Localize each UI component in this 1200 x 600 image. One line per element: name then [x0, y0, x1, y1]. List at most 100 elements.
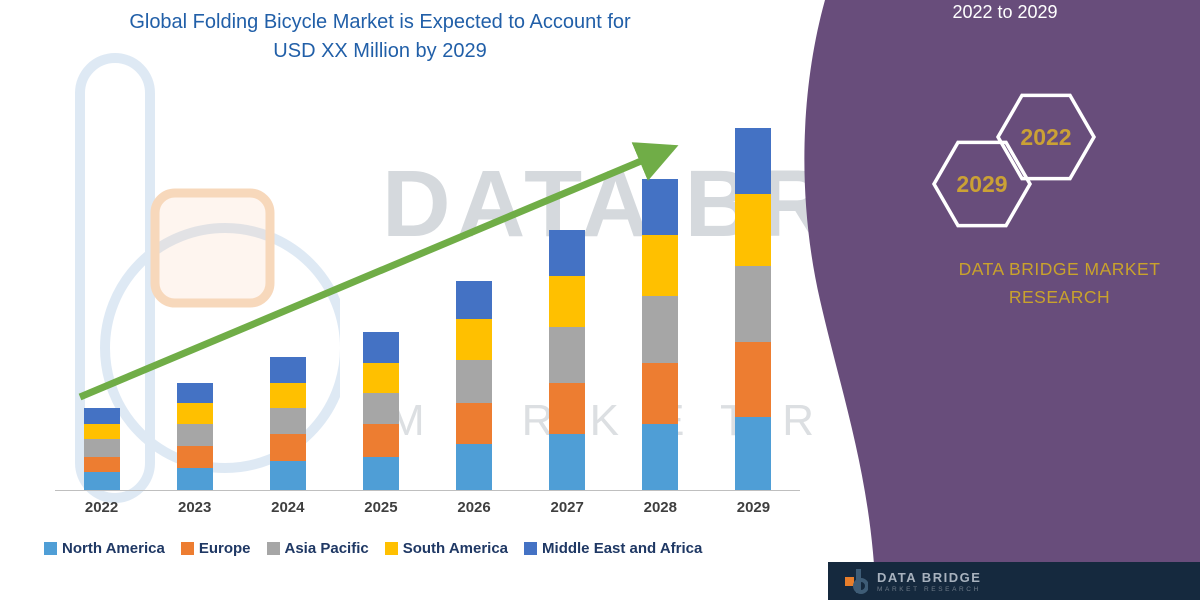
bar-segment-south-america: [549, 275, 586, 327]
bar-segment-europe: [83, 457, 120, 472]
x-tick-label-2023: 2023: [178, 499, 212, 516]
legend-swatch: [524, 542, 538, 555]
hexagon-2029: [931, 140, 1033, 228]
stacked-bar-plot: [55, 128, 800, 490]
bar-segment-asia-pacific: [269, 408, 306, 434]
bar-segment-middle-east-and-africa: [362, 332, 399, 363]
legend-item-north-america: North America: [44, 540, 165, 557]
bar-segment-asia-pacific: [642, 296, 679, 363]
bar-segment-asia-pacific: [549, 326, 586, 383]
bar-segment-middle-east-and-africa: [83, 408, 120, 424]
bar-segment-south-america: [362, 362, 399, 394]
footer-bar: DATA BRIDGE MARKET RESEARCH: [828, 562, 1200, 600]
bar-segment-europe: [549, 382, 586, 434]
bar-stack-2027: [549, 230, 586, 490]
chart-title-line2: USD XX Million by 2029: [273, 40, 487, 62]
bar-segment-south-america: [269, 382, 306, 409]
bar-segment-north-america: [642, 423, 679, 490]
footer-brand-name: DATA BRIDGE: [877, 569, 982, 585]
bar-segment-middle-east-and-africa: [642, 179, 679, 236]
hexagon-2022-label: 2022: [1020, 124, 1071, 150]
bar-column-2022: [55, 128, 148, 490]
bar-stack-2024: [269, 357, 306, 490]
brand-name-line2: RESEARCH: [1008, 287, 1111, 307]
footer-brand-block: DATA BRIDGE MARKET RESEARCH: [877, 570, 981, 593]
bar-segment-europe: [735, 342, 772, 417]
forecast-range-label: 2022 to 2029: [952, 2, 1058, 22]
legend-label: Europe: [198, 540, 251, 557]
x-tick-label-2029: 2029: [736, 499, 771, 516]
x-tick-label-2027: 2027: [550, 499, 584, 516]
legend-swatch: [384, 542, 398, 555]
bar-segment-europe: [642, 362, 679, 424]
bar-segment-south-america: [735, 194, 772, 266]
bar-segment-middle-east-and-africa: [269, 357, 306, 383]
legend-swatch: [44, 542, 57, 555]
x-axis-labels: 2022 2023 2024 2025 2026 2027 2028 2029: [55, 499, 800, 516]
bar-stack-2026: [456, 281, 493, 490]
x-tick-label-2025: 2025: [364, 499, 398, 516]
bar-stack-2025: [362, 332, 399, 490]
bar-segment-asia-pacific: [735, 265, 772, 343]
bar-segment-north-america: [83, 471, 120, 490]
x-tick-label-2022: 2022: [84, 499, 119, 516]
brand-name: DATA BRIDGE MARKET RESEARCH: [942, 255, 1177, 311]
bar-segment-europe: [362, 423, 399, 458]
legend-item-europe: Europe: [180, 540, 251, 557]
chart-legend: North America Europe Asia Pacific South Ame…: [44, 540, 702, 557]
x-axis-line: [55, 490, 800, 491]
bar-stack-2029: [735, 128, 772, 490]
legend-item-south-america: South America: [384, 540, 509, 557]
bar-column-2023: [148, 128, 241, 490]
x-tick-label-2028: 2028: [643, 499, 677, 516]
legend-label: North America: [62, 540, 165, 557]
bar-segment-europe: [269, 433, 306, 462]
bar-column-2028: [614, 128, 707, 490]
legend-item-middle-east-and-africa: Middle East and Africa: [524, 540, 702, 557]
chart-title: Global Folding Bicycle Market is Expecte…: [80, 8, 680, 66]
bar-segment-asia-pacific: [176, 423, 213, 447]
bar-segment-north-america: [549, 433, 586, 490]
legend-label: Middle East and Africa: [542, 540, 703, 557]
bar-segment-south-america: [456, 318, 493, 360]
legend-label: South America: [402, 540, 509, 557]
bar-segment-middle-east-and-africa: [549, 230, 586, 276]
bar-segment-south-america: [642, 235, 679, 297]
bar-segment-middle-east-and-africa: [176, 382, 213, 404]
legend-swatch: [180, 542, 194, 555]
x-tick-label-2024: 2024: [271, 499, 305, 516]
bar-segment-south-america: [176, 403, 213, 424]
footer-brand-sub: MARKET RESEARCH: [877, 585, 981, 593]
legend-swatch: [266, 542, 280, 555]
x-tick-label-2026: 2026: [457, 499, 491, 516]
bar-stack-2028: [642, 179, 679, 490]
bar-column-2026: [428, 128, 521, 490]
footer-logo-icon: [845, 569, 868, 594]
bar-stack-2022: [83, 408, 120, 490]
bar-segment-north-america: [362, 457, 399, 490]
bar-segment-middle-east-and-africa: [456, 281, 493, 319]
bar-column-2024: [241, 128, 334, 490]
bar-column-2027: [521, 128, 614, 490]
chart-title-line1: Global Folding Bicycle Market is Expecte…: [129, 11, 631, 33]
bar-segment-europe: [176, 446, 213, 468]
bar-segment-asia-pacific: [456, 359, 493, 404]
bar-segment-asia-pacific: [83, 439, 120, 458]
bar-segment-north-america: [176, 467, 213, 490]
bar-segment-north-america: [456, 444, 493, 490]
bar-segment-south-america: [83, 423, 120, 440]
bar-column-2029: [707, 128, 800, 490]
hexagon-2029-label: 2029: [956, 171, 1007, 197]
hexagon-2022: [995, 93, 1097, 181]
bar-column-2025: [334, 128, 427, 490]
bar-segment-europe: [456, 403, 493, 445]
bar-segment-asia-pacific: [362, 393, 399, 424]
bar-segment-north-america: [735, 416, 772, 490]
legend-label: Asia Pacific: [284, 540, 369, 557]
brand-name-line1: DATA BRIDGE MARKET: [958, 259, 1161, 279]
bar-segment-middle-east-and-africa: [735, 128, 772, 195]
bar-stack-2023: [176, 382, 213, 490]
bar-segment-north-america: [269, 461, 306, 490]
legend-item-asia-pacific: Asia Pacific: [266, 540, 369, 557]
